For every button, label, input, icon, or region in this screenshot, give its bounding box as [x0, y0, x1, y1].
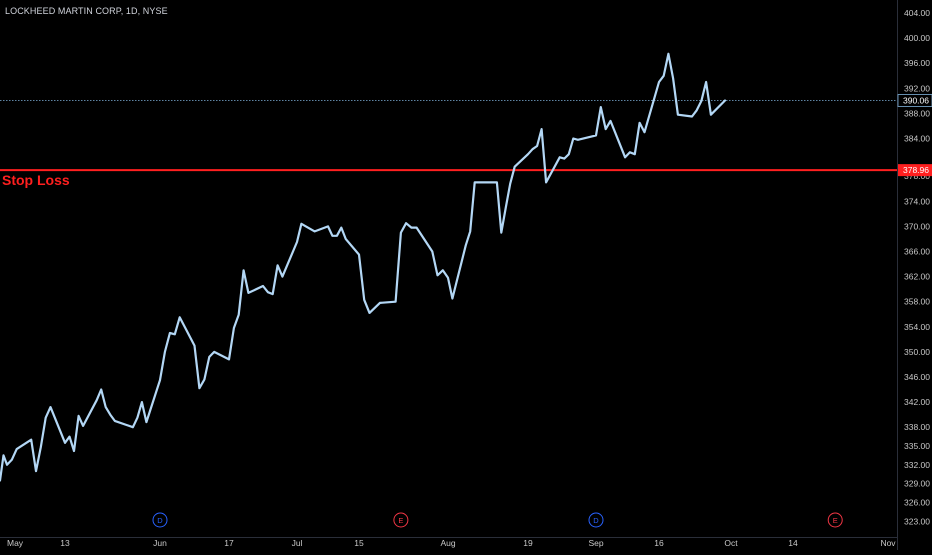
price-axis[interactable]: 404.00 400.00 396.00 392.00 388.00 384.00 378.… [897, 0, 931, 550]
dividend-marker-letter: D [157, 516, 163, 525]
y-tick-label: 335.00 [904, 441, 930, 451]
y-tick-label: 338.00 [904, 422, 930, 432]
y-tick-label: 346.00 [904, 372, 930, 382]
y-tick-label: 329.00 [904, 479, 930, 489]
y-tick-label: 326.00 [904, 497, 930, 507]
symbol-title[interactable]: LOCKHEED MARTIN CORP, 1D, NYSE [5, 6, 168, 16]
earnings-event-marker[interactable]: E [393, 512, 409, 528]
y-tick-label: 396.00 [904, 58, 930, 68]
stop-loss-label: Stop Loss [2, 172, 70, 188]
y-tick-label: 378.00 [904, 171, 930, 181]
y-tick-label: 384.00 [904, 134, 930, 144]
dividend-marker-ring [588, 512, 604, 528]
dividend-event-marker[interactable]: D [152, 512, 168, 528]
price-labels: 390.06 378.96 [897, 94, 932, 177]
y-tick-label: 366.00 [904, 246, 930, 256]
y-tick-label: 392.00 [904, 83, 930, 93]
last-price-label-box [897, 94, 932, 107]
y-tick-label: 388.00 [904, 108, 930, 118]
earnings-marker-ring [393, 512, 409, 528]
last-price-label: 390.06 [903, 95, 929, 105]
x-tick-label: 13 [60, 538, 70, 548]
y-tick-label: 350.00 [904, 347, 930, 357]
earnings-marker-ring [827, 512, 843, 528]
x-tick-label: 17 [224, 538, 234, 548]
y-tick-label: 370.00 [904, 221, 930, 231]
plot-area: Stop Loss [0, 52, 897, 482]
stop-loss-price-label: 378.96 [903, 165, 929, 175]
x-tick-label: 16 [654, 538, 664, 548]
dividend-marker-letter: D [593, 516, 599, 525]
x-tick-label: Oct [724, 538, 738, 548]
x-tick-label: Jul [292, 538, 303, 548]
y-tick-label: 354.00 [904, 322, 930, 332]
x-tick-label: Aug [440, 538, 455, 548]
y-tick-label: 342.00 [904, 397, 930, 407]
y-tick-label: 404.00 [904, 8, 930, 18]
y-tick-label: 400.00 [904, 33, 930, 43]
time-axis[interactable]: May 13 Jun 17 Jul 15 Aug 19 Sep 16 Oct 14 Nov [0, 537, 897, 549]
x-tick-label: 19 [523, 538, 533, 548]
x-tick-label: 15 [354, 538, 364, 548]
price-series-line [0, 52, 727, 482]
earnings-marker-letter: E [398, 516, 403, 525]
stop-loss-price-label-box [898, 164, 932, 177]
earnings-marker-letter: E [833, 516, 838, 525]
y-tick-label: 332.00 [904, 460, 930, 470]
y-tick-label: 374.00 [904, 196, 930, 206]
y-tick-label: 362.00 [904, 272, 930, 282]
x-tick-label: Sep [588, 538, 603, 548]
y-tick-label: 358.00 [904, 297, 930, 307]
x-tick-label: May [7, 538, 24, 548]
dividend-event-marker[interactable]: D [588, 512, 604, 528]
y-tick-label: 323.00 [904, 516, 930, 526]
x-tick-label: 14 [788, 538, 798, 548]
x-tick-label: Nov [880, 538, 896, 548]
x-tick-label: Jun [153, 538, 167, 548]
dividend-marker-ring [152, 512, 168, 528]
earnings-event-marker[interactable]: E [827, 512, 843, 528]
